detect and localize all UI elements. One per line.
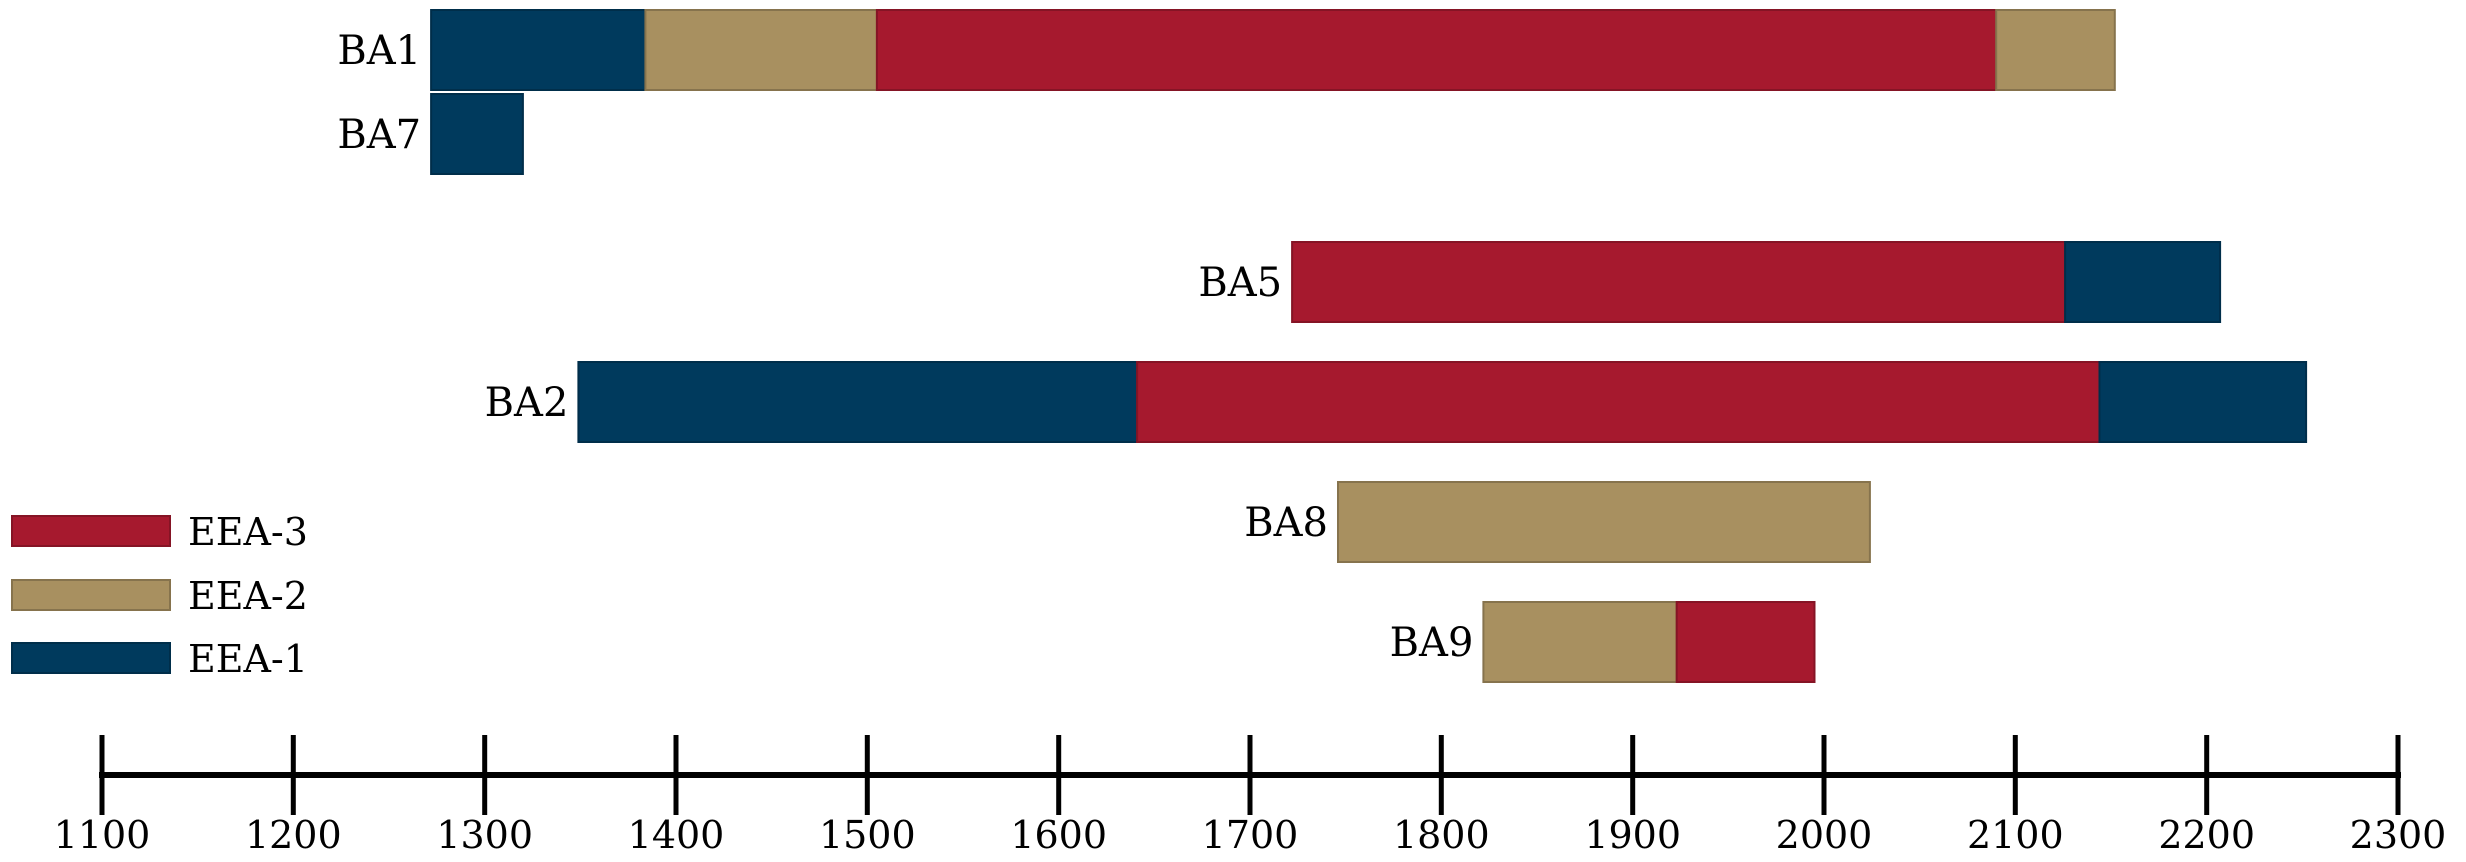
- bar-segment-ba9-2-eea-3: [1675, 601, 1816, 683]
- legend-item-eea-2: EEA-2: [11, 574, 308, 618]
- x-tick-label-2200: 2200: [2158, 813, 2255, 857]
- x-axis: 1100 1200 1300 1400 1500 1600 1700 1800 1900 2000…: [54, 735, 2447, 857]
- x-tick-label-1600: 1600: [1010, 813, 1107, 857]
- legend: EEA-3 EEA-2 EEA-1: [11, 510, 308, 681]
- bar-segment-ba1-3-eea-3: [875, 9, 1998, 91]
- row-ba8: BA8: [1244, 481, 1871, 563]
- bar-segment-ba2-2-eea-3: [1136, 361, 2101, 443]
- row-label-ba5: BA5: [1198, 260, 1282, 306]
- legend-item-eea-3: EEA-3: [11, 510, 308, 554]
- rows-layer: BA1 BA7 BA5 BA2 BA8 BA9: [337, 9, 2308, 683]
- x-tick-label-2100: 2100: [1967, 813, 2064, 857]
- bar-segment-ba2-1-eea-1: [577, 361, 1139, 443]
- x-tick-label-2300: 2300: [2350, 813, 2447, 857]
- row-label-ba7: BA7: [337, 112, 421, 158]
- row-ba1: BA1: [337, 9, 2116, 91]
- bar-segment-ba1-2-eea-2: [644, 9, 878, 91]
- x-tick-label-1800: 1800: [1393, 813, 1490, 857]
- legend-label-eea-1: EEA-1: [188, 637, 308, 681]
- x-tick-label-1300: 1300: [436, 813, 533, 857]
- bar-segment-ba5-2-eea-1: [2064, 241, 2222, 323]
- x-tick-label-1200: 1200: [245, 813, 342, 857]
- legend-item-eea-1: EEA-1: [11, 637, 308, 681]
- bar-segment-ba9-1-eea-2: [1482, 601, 1678, 683]
- legend-swatch-eea-2: [11, 579, 171, 611]
- row-label-ba2: BA2: [485, 380, 569, 426]
- legend-swatch-eea-1: [11, 642, 171, 674]
- row-ba5: BA5: [1198, 241, 2222, 323]
- row-label-ba9: BA9: [1390, 620, 1474, 666]
- x-tick-label-1500: 1500: [819, 813, 916, 857]
- legend-label-eea-3: EEA-3: [188, 510, 308, 554]
- row-label-ba1: BA1: [337, 28, 421, 74]
- bar-segment-ba7-1-eea-1: [430, 93, 524, 175]
- row-ba9: BA9: [1390, 601, 1816, 683]
- bar-segment-ba2-3-eea-1: [2098, 361, 2308, 443]
- row-label-ba8: BA8: [1244, 500, 1328, 546]
- legend-swatch-eea-3: [11, 515, 171, 547]
- x-tick-label-1700: 1700: [1202, 813, 1299, 857]
- bar-segment-ba8-1-eea-2: [1337, 481, 1871, 563]
- bar-segment-ba1-4-eea-2: [1995, 9, 2116, 91]
- row-ba7: BA7: [337, 93, 524, 175]
- x-tick-label-1400: 1400: [628, 813, 725, 857]
- bar-segment-ba5-1-eea-3: [1291, 241, 2067, 323]
- x-tick-label-1900: 1900: [1584, 813, 1681, 857]
- row-ba2: BA2: [485, 361, 2308, 443]
- legend-label-eea-2: EEA-2: [188, 574, 308, 618]
- x-tick-label-1100: 1100: [54, 813, 151, 857]
- x-tick-label-2000: 2000: [1776, 813, 1873, 857]
- bar-segment-ba1-1-eea-1: [430, 9, 647, 91]
